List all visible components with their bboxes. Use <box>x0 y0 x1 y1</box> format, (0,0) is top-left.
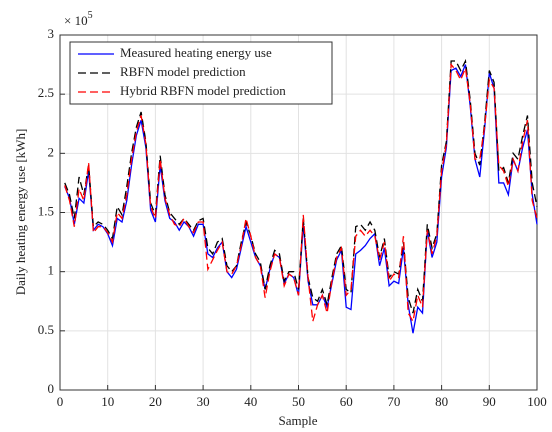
y-tick-label: 2.5 <box>38 85 54 100</box>
x-tick-label: 0 <box>57 394 64 409</box>
x-axis-label: Sample <box>279 413 318 428</box>
y-tick-label: 3 <box>48 26 55 41</box>
plot-frame <box>59 34 538 391</box>
legend-box <box>69 41 333 105</box>
x-tick-label: 40 <box>244 394 257 409</box>
x-tick-label: 30 <box>197 394 210 409</box>
x-tick-label: 60 <box>340 394 353 409</box>
legend-label: RBFN model prediction <box>120 64 246 79</box>
legend-label: Hybrid RBFN model prediction <box>120 83 286 98</box>
x-tick-label: 100 <box>527 394 547 409</box>
series-line <box>64 62 538 324</box>
x-tick-label: 90 <box>483 394 496 409</box>
legend-label: Measured heating energy use <box>120 45 272 60</box>
legend: Measured heating energy use RBFN model pr… <box>69 41 333 105</box>
x-tick-label: 70 <box>387 394 400 409</box>
x-tick-label: 20 <box>149 394 162 409</box>
series-line <box>64 64 538 334</box>
y-multiplier-base: × 10 <box>64 13 88 28</box>
y-tick-label: 1.5 <box>38 203 54 218</box>
y-multiplier: × 105 <box>64 10 93 28</box>
y-tick-label: 0.5 <box>38 322 54 337</box>
x-tick-label: 50 <box>292 394 305 409</box>
y-multiplier-exponent: 5 <box>88 10 93 21</box>
y-tick-label: 2 <box>48 144 55 159</box>
y-tick-label: 0 <box>48 381 55 396</box>
y-tick-label: 1 <box>48 263 55 278</box>
x-tick-label: 10 <box>101 394 114 409</box>
y-axis-label: Daily heating energy use [kWh] <box>13 129 28 296</box>
x-tick-label: 80 <box>435 394 448 409</box>
